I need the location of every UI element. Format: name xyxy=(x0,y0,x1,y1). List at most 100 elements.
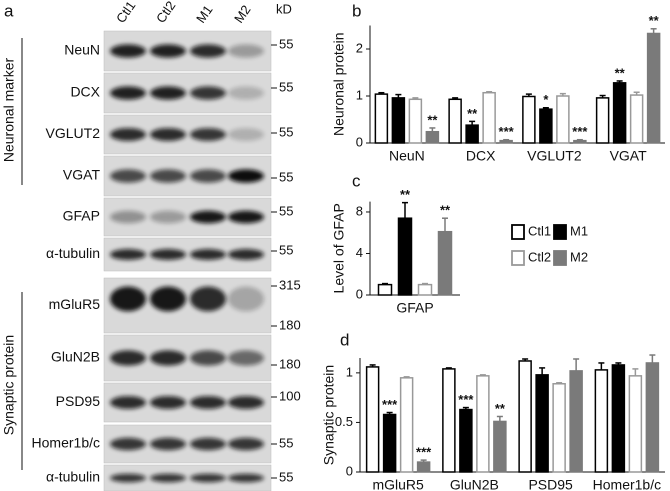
bar xyxy=(397,217,413,296)
band xyxy=(190,396,226,409)
significance: *** xyxy=(499,124,515,139)
bar xyxy=(399,377,414,473)
band xyxy=(150,249,186,260)
row-label: α-tubulin xyxy=(46,245,100,261)
bar xyxy=(476,375,490,473)
legend-label: M1 xyxy=(570,223,588,238)
significance: ** xyxy=(467,106,478,121)
unit-label: kD xyxy=(276,1,292,16)
row-label: VGAT xyxy=(63,167,101,183)
band xyxy=(228,473,264,483)
marker-label: 55 xyxy=(279,469,293,484)
band xyxy=(190,210,226,224)
y-axis-title: Synaptic protein xyxy=(321,365,337,465)
band xyxy=(110,396,146,409)
lane-label: Ctl2 xyxy=(153,0,179,26)
x-tick-label: GluN2B xyxy=(450,477,499,491)
band xyxy=(150,44,186,58)
bar xyxy=(518,360,532,473)
x-tick-label: PSD95 xyxy=(528,477,573,491)
significance: ** xyxy=(495,401,506,416)
marker-label: 100 xyxy=(279,388,301,403)
row-label: NeuN xyxy=(64,42,100,58)
bar xyxy=(595,97,610,144)
band xyxy=(228,249,264,260)
band xyxy=(228,86,264,100)
lane-label: M2 xyxy=(231,2,254,25)
legend-label: M2 xyxy=(570,249,588,264)
legend-label: Ctl2 xyxy=(528,249,551,264)
band xyxy=(110,249,146,260)
band xyxy=(150,437,186,451)
band xyxy=(190,44,226,58)
band xyxy=(228,169,264,183)
bar xyxy=(628,375,643,473)
bar xyxy=(569,370,583,473)
band xyxy=(150,210,186,224)
significance: *** xyxy=(382,397,398,412)
row-label: VGLUT2 xyxy=(46,125,101,141)
x-tick-label: mGluR5 xyxy=(372,477,424,491)
band xyxy=(110,473,146,483)
bar xyxy=(535,374,549,473)
bar xyxy=(573,139,587,144)
marker-label: 55 xyxy=(279,124,293,139)
bar xyxy=(645,362,660,473)
bar xyxy=(539,108,553,144)
significance: * xyxy=(543,92,549,107)
bar xyxy=(365,366,380,473)
marker-label: 55 xyxy=(279,242,293,257)
y-tick-label: 0 xyxy=(356,134,363,149)
band xyxy=(150,169,186,183)
lane-label: Ctl1 xyxy=(113,0,139,26)
bar xyxy=(382,413,397,473)
y-axis-title: Neuronal protein xyxy=(331,32,347,136)
marker-label: 55 xyxy=(279,79,293,94)
bar xyxy=(493,420,507,473)
bar xyxy=(437,230,453,296)
band xyxy=(150,396,186,409)
row-label: DCX xyxy=(70,84,100,100)
significance: ** xyxy=(427,112,438,127)
bar xyxy=(425,130,440,144)
band xyxy=(228,210,264,224)
y-tick-label: 1 xyxy=(346,364,353,379)
x-tick-label: GFAP xyxy=(396,300,433,316)
x-tick-label: VGAT xyxy=(610,148,648,164)
y-tick-label: 2 xyxy=(356,40,363,55)
x-tick-label: Homer1b/c xyxy=(593,477,661,491)
band xyxy=(150,286,186,312)
band xyxy=(110,350,146,366)
band xyxy=(190,350,226,366)
significance: ** xyxy=(440,203,451,218)
y-axis-title: Level of GFAP xyxy=(331,203,347,293)
y-tick-label: 1 xyxy=(356,87,363,102)
bar xyxy=(552,383,566,473)
row-label: GFAP xyxy=(63,208,100,224)
band xyxy=(110,286,146,312)
legend-swatch xyxy=(511,224,525,240)
panel-label: d xyxy=(340,330,349,349)
row-label: GluN2B xyxy=(51,349,100,365)
significance: *** xyxy=(572,124,588,139)
band xyxy=(150,128,186,141)
significance: *** xyxy=(416,445,432,460)
bar xyxy=(646,32,661,144)
band xyxy=(110,128,146,141)
marker-label: 315 xyxy=(279,277,301,292)
legend-swatch xyxy=(553,250,567,266)
row-label: PSD95 xyxy=(56,393,101,409)
bar xyxy=(465,124,479,144)
bar xyxy=(556,95,570,144)
band xyxy=(190,473,226,483)
bar xyxy=(391,97,406,144)
band xyxy=(190,128,226,141)
bar xyxy=(408,98,423,144)
row-label: mGluR5 xyxy=(49,296,101,312)
band xyxy=(110,44,146,58)
marker-label: 55 xyxy=(279,435,293,450)
group-label: Neuronal marker xyxy=(1,58,17,163)
bar xyxy=(374,93,389,144)
x-tick-label: NeuN xyxy=(389,148,425,164)
